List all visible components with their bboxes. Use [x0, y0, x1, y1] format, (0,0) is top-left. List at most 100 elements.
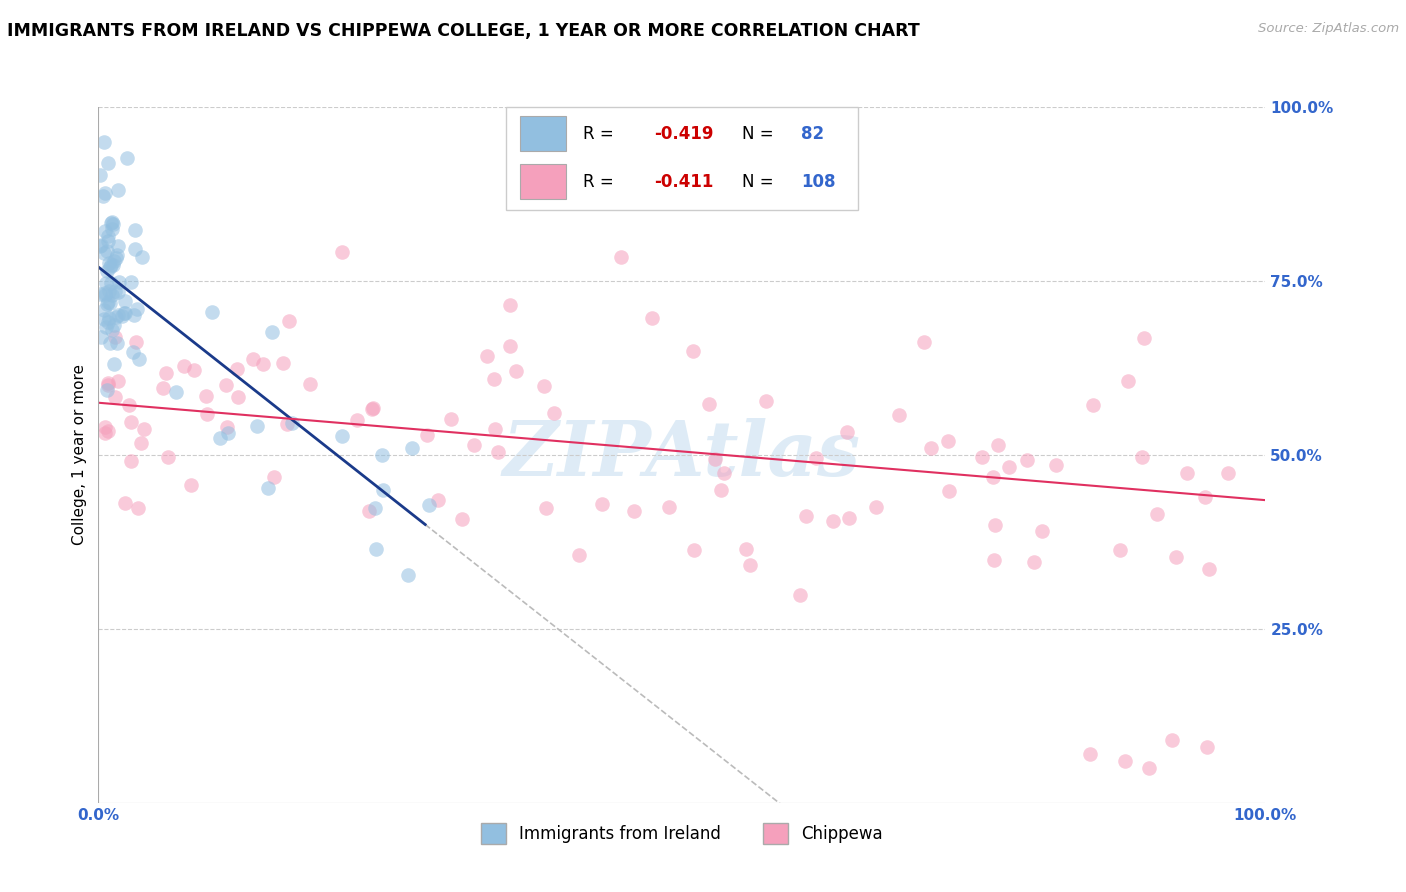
Point	[610, 250, 633, 264]
Point	[865, 500, 887, 514]
Point	[257, 481, 280, 495]
Point	[100, 222, 122, 236]
Point	[984, 517, 1007, 532]
Point	[226, 361, 249, 376]
Point	[89, 239, 111, 253]
Point	[936, 434, 959, 448]
Point	[103, 217, 125, 231]
Point	[363, 401, 385, 415]
Point	[364, 501, 387, 516]
Point	[740, 558, 762, 572]
Point	[484, 422, 506, 436]
Text: IMMIGRANTS FROM IRELAND VS CHIPPEWA COLLEGE, 1 YEAR OR MORE CORRELATION CHART: IMMIGRANTS FROM IRELAND VS CHIPPEWA COLL…	[7, 22, 920, 40]
Point	[165, 385, 187, 400]
Point	[131, 250, 153, 264]
Point	[1175, 466, 1198, 480]
Point	[998, 459, 1021, 474]
Point	[183, 363, 205, 377]
Point	[103, 254, 125, 268]
Point	[641, 310, 664, 325]
Point	[262, 325, 284, 339]
Point	[124, 242, 146, 256]
Point	[346, 412, 368, 426]
Point	[122, 308, 145, 322]
Point	[93, 287, 115, 301]
Point	[115, 151, 138, 165]
Point	[278, 314, 301, 328]
Point	[100, 276, 122, 290]
Text: ZIPAtlas: ZIPAtlas	[503, 418, 860, 491]
Point	[97, 424, 120, 438]
Point	[107, 285, 129, 299]
Point	[173, 359, 195, 374]
Point	[118, 398, 141, 412]
Point	[1137, 761, 1160, 775]
Point	[96, 244, 118, 258]
Point	[1045, 458, 1067, 472]
Point	[103, 318, 125, 332]
Point	[91, 189, 114, 203]
Point	[114, 306, 136, 320]
Point	[1114, 754, 1136, 768]
Point	[120, 275, 142, 289]
Point	[104, 329, 127, 343]
Point	[804, 451, 827, 466]
Point	[543, 406, 565, 420]
Point	[96, 296, 118, 310]
Text: N =: N =	[742, 173, 773, 191]
Point	[94, 186, 117, 200]
Point	[195, 407, 218, 421]
Point	[124, 223, 146, 237]
Point	[111, 309, 134, 323]
Point	[100, 258, 122, 272]
Point	[97, 155, 120, 169]
Point	[217, 425, 239, 440]
Point	[93, 302, 115, 317]
Point	[972, 450, 994, 465]
Point	[1216, 466, 1239, 480]
Point	[114, 496, 136, 510]
Text: -0.419: -0.419	[654, 125, 713, 143]
Point	[1166, 549, 1188, 564]
Point	[361, 402, 384, 417]
Point	[97, 228, 120, 243]
Point	[98, 255, 121, 269]
Point	[373, 483, 395, 497]
Point	[208, 432, 231, 446]
Point	[396, 567, 419, 582]
Point	[426, 493, 449, 508]
Point	[120, 415, 142, 429]
Point	[122, 345, 145, 359]
Point	[97, 234, 120, 248]
Text: R =: R =	[583, 125, 614, 143]
Point	[104, 284, 127, 298]
Point	[1083, 398, 1105, 412]
Point	[125, 302, 148, 317]
Point	[920, 442, 942, 456]
Point	[125, 335, 148, 350]
Text: 108: 108	[801, 173, 837, 191]
Point	[658, 500, 681, 515]
Point	[96, 264, 118, 278]
Text: 82: 82	[801, 125, 824, 143]
Point	[89, 287, 111, 301]
Point	[104, 251, 127, 265]
Text: R =: R =	[583, 173, 614, 191]
Point	[463, 438, 485, 452]
Point	[93, 312, 115, 326]
Point	[226, 390, 249, 404]
Point	[710, 483, 733, 497]
Point	[96, 320, 118, 334]
Point	[90, 238, 112, 252]
Point	[477, 349, 499, 363]
Point	[134, 422, 156, 436]
Point	[107, 309, 129, 323]
FancyBboxPatch shape	[520, 164, 565, 199]
Point	[98, 260, 121, 274]
Point	[252, 357, 274, 371]
Point	[129, 436, 152, 450]
Point	[107, 183, 129, 197]
Point	[152, 381, 174, 395]
Point	[1132, 330, 1154, 344]
Point	[1130, 450, 1153, 464]
